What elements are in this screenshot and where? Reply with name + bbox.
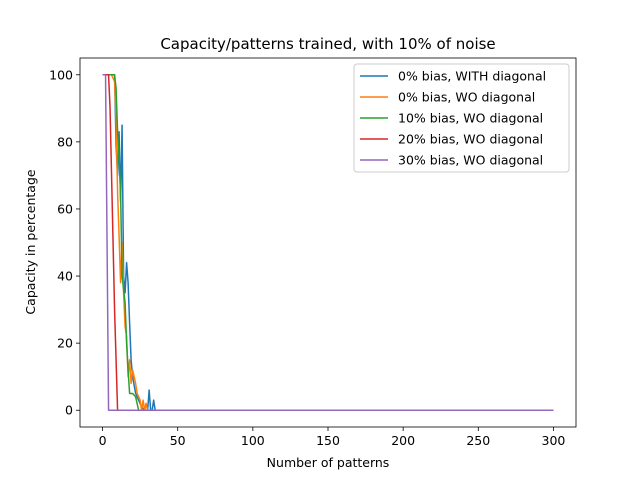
y-tick-label: 0 xyxy=(65,403,73,418)
y-tick-label: 80 xyxy=(57,134,73,149)
legend-label: 0% bias, WO diagonal xyxy=(398,90,535,105)
x-tick-label: 50 xyxy=(170,433,186,448)
y-axis: 0 20 40 60 80 100 xyxy=(49,67,80,418)
legend-box xyxy=(353,63,570,173)
legend-label: 30% bias, WO diagonal xyxy=(398,153,543,168)
y-tick-label: 20 xyxy=(57,336,73,351)
x-axis: 0 50 100 150 200 250 300 xyxy=(99,427,566,448)
x-tick-label: 0 xyxy=(99,433,107,448)
x-tick-label: 250 xyxy=(466,433,490,448)
series-line xyxy=(102,74,554,411)
y-tick-label: 60 xyxy=(57,201,73,216)
x-axis-label: Number of patterns xyxy=(267,455,390,470)
x-tick-label: 150 xyxy=(316,433,340,448)
chart-title: Capacity/patterns trained, with 10% of n… xyxy=(160,35,495,53)
legend-label: 0% bias, WITH diagonal xyxy=(398,69,546,84)
series-line xyxy=(102,74,554,411)
x-tick-label: 200 xyxy=(391,433,415,448)
y-tick-label: 40 xyxy=(57,269,73,284)
legend: 0% bias, WITH diagonal 0% bias, WO diagon… xyxy=(353,63,570,173)
series-line xyxy=(102,74,554,411)
y-tick-label: 100 xyxy=(49,67,73,82)
x-tick-label: 100 xyxy=(241,433,265,448)
x-tick-label: 300 xyxy=(542,433,566,448)
legend-label: 20% bias, WO diagonal xyxy=(398,132,543,147)
legend-label: 10% bias, WO diagonal xyxy=(398,111,543,126)
y-axis-label: Capacity in percentage xyxy=(23,169,38,314)
series-lines xyxy=(102,74,554,411)
series-line xyxy=(102,74,554,411)
